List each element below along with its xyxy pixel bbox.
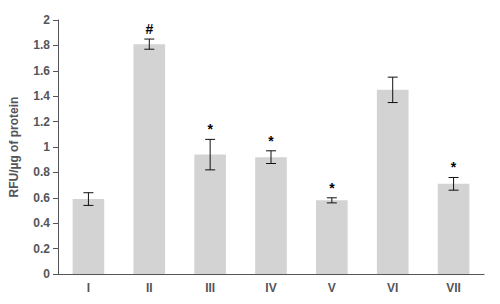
svg-text:#: #: [145, 21, 153, 37]
svg-text:1.4: 1.4: [33, 89, 50, 103]
svg-text:1.8: 1.8: [33, 38, 50, 52]
svg-text:1.6: 1.6: [33, 64, 50, 78]
svg-text:0.2: 0.2: [33, 242, 50, 256]
svg-text:II: II: [146, 281, 153, 295]
svg-text:*: *: [451, 159, 457, 175]
svg-text:III: III: [205, 281, 215, 295]
svg-text:*: *: [207, 121, 213, 137]
svg-text:VII: VII: [446, 281, 461, 295]
svg-text:V: V: [328, 281, 336, 295]
svg-text:0.6: 0.6: [33, 191, 50, 205]
svg-text:0: 0: [43, 267, 50, 281]
svg-text:2: 2: [43, 13, 50, 27]
svg-text:I: I: [87, 281, 90, 295]
svg-text:*: *: [329, 180, 335, 196]
svg-text:0.8: 0.8: [33, 165, 50, 179]
svg-text:*: *: [268, 133, 274, 149]
svg-text:1: 1: [43, 140, 50, 154]
svg-text:RFU/µg of protein: RFU/µg of protein: [7, 97, 21, 198]
svg-text:0.4: 0.4: [33, 216, 50, 230]
svg-text:VI: VI: [387, 281, 398, 295]
svg-text:IV: IV: [265, 281, 276, 295]
svg-text:1.2: 1.2: [33, 115, 50, 129]
